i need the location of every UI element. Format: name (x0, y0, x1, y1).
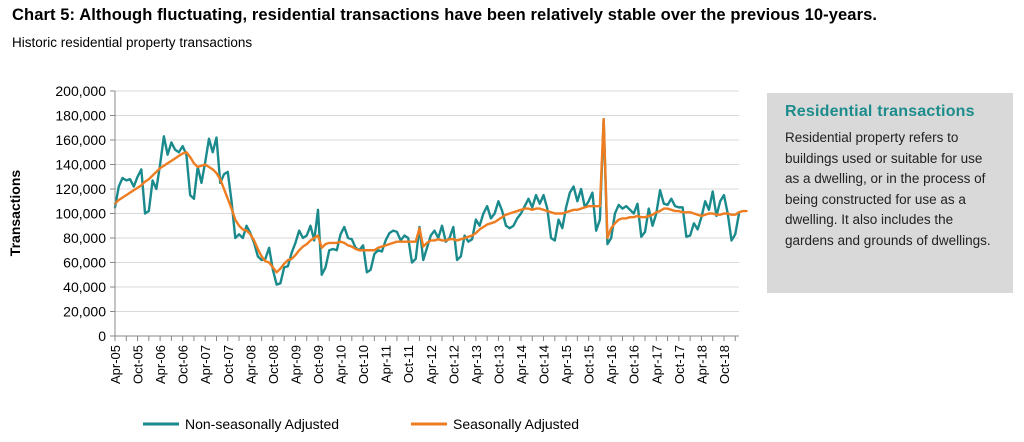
x-tick-label: Apr-06 (153, 345, 168, 384)
y-tick-label: 120,000 (55, 181, 106, 197)
x-tick-label: Oct-06 (176, 345, 191, 384)
x-tick-label: Oct-07 (221, 345, 236, 384)
y-tick-label: 140,000 (55, 157, 106, 173)
axes (114, 91, 739, 337)
x-tick-label: Oct-17 (672, 345, 687, 384)
y-tick-label: 100,000 (55, 206, 106, 222)
info-box-heading: Residential transactions (785, 103, 975, 120)
x-tick-label: Oct-13 (491, 345, 506, 384)
x-tick-label: Oct-10 (356, 345, 371, 384)
x-tick-label: Oct-14 (537, 345, 552, 384)
x-tick-label: Oct-15 (582, 345, 597, 384)
info-box-body: Residential property refers to buildings… (785, 130, 991, 248)
x-tick-label: Apr-07 (198, 345, 213, 384)
y-tick-label: 160,000 (55, 132, 106, 148)
x-tick-label: Oct-16 (627, 345, 642, 384)
legend-label: Non-seasonally Adjusted (185, 416, 339, 432)
x-tick-label: Oct-18 (717, 345, 732, 384)
x-tick-label: Apr-10 (334, 345, 349, 384)
x-tick-label: Oct-09 (311, 345, 326, 384)
x-axis-ticks: Apr-05 Oct-05 Apr-06 Oct-06 Apr-07 Oct-07 Apr-… (108, 336, 736, 384)
series-line-non-seasonally-adjusted (113, 117, 741, 286)
y-axis-ticks: 0 20,000 40,000 60,000 80,000 100,000 120,000 1… (55, 83, 115, 344)
x-tick-label: Apr-15 (559, 345, 574, 384)
x-tick-label: Apr-09 (288, 345, 303, 384)
legend: Non-seasonally Adjusted Seasonally Adjust… (143, 416, 579, 432)
y-tick-label: 0 (98, 328, 106, 344)
x-tick-label: Oct-05 (131, 345, 146, 384)
x-tick-label: Apr-11 (379, 345, 394, 383)
y-tick-label: 60,000 (63, 255, 106, 271)
x-tick-label: Oct-12 (446, 345, 461, 384)
x-tick-label: Apr-16 (604, 345, 619, 384)
x-tick-label: Apr-14 (514, 345, 529, 384)
x-tick-label: Apr-17 (649, 345, 664, 384)
chart-subtitle: Historic residential property transactio… (12, 35, 253, 50)
series-line-seasonally-adjusted (113, 117, 748, 274)
y-axis-label: Transactions (7, 170, 23, 257)
x-tick-label: Apr-18 (694, 345, 709, 384)
legend-label: Seasonally Adjusted (453, 416, 579, 432)
y-tick-label: 200,000 (55, 83, 106, 99)
x-tick-label: Apr-12 (424, 345, 439, 384)
series-lines (113, 117, 748, 286)
x-tick-label: Oct-08 (266, 345, 281, 384)
y-tick-label: 180,000 (55, 108, 106, 124)
x-tick-label: Apr-05 (108, 345, 123, 384)
info-box: Residential transactions Residential pro… (767, 93, 1013, 293)
gridlines (115, 90, 739, 312)
y-tick-label: 40,000 (63, 279, 106, 295)
x-tick-label: Oct-11 (401, 345, 416, 383)
y-tick-label: 20,000 (63, 304, 106, 320)
y-tick-label: 80,000 (63, 230, 106, 246)
x-tick-label: Apr-13 (469, 345, 484, 384)
chart-title: Chart 5: Although fluctuating, residenti… (12, 6, 878, 24)
x-tick-label: Apr-08 (243, 345, 258, 384)
